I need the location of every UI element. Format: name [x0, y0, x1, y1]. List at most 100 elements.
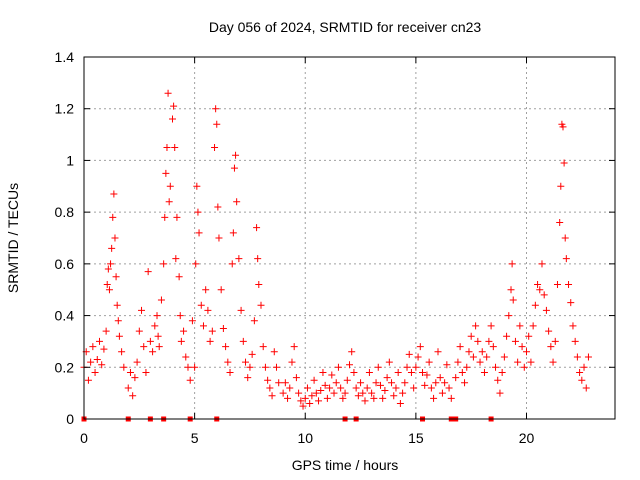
data-point: [212, 105, 220, 113]
data-point: [297, 397, 305, 405]
data-point: [266, 384, 274, 392]
data-point: [131, 374, 139, 382]
data-point: [224, 358, 232, 366]
data-point: [195, 229, 203, 237]
data-point: [531, 301, 539, 309]
data-point: [162, 169, 170, 177]
data-point: [95, 337, 103, 345]
data-point: [104, 265, 112, 273]
data-point: [514, 358, 522, 366]
data-point: [246, 363, 254, 371]
data-point: [489, 343, 497, 351]
data-point: [405, 350, 413, 358]
x-tick-label: 5: [191, 430, 199, 446]
data-point: [211, 144, 219, 151]
data-point: [496, 389, 504, 397]
data-point: [569, 322, 577, 330]
data-point: [165, 198, 173, 206]
data-point: [233, 198, 241, 206]
data-point: [197, 301, 205, 309]
data-point: [315, 397, 323, 405]
data-point: [242, 358, 250, 366]
x-tick-label: 15: [408, 430, 424, 446]
data-point: [105, 286, 113, 294]
data-point: [432, 379, 440, 387]
y-tick-label: 0.6: [55, 256, 75, 272]
data-point: [191, 363, 199, 371]
data-point: [465, 348, 473, 356]
data-point: [383, 374, 391, 382]
data-point: [487, 322, 495, 330]
data-point: [403, 363, 411, 371]
data-point: [248, 350, 256, 358]
data-point: [540, 291, 548, 299]
data-point: [576, 368, 584, 376]
data-point: [525, 332, 533, 340]
data-point: [154, 332, 162, 340]
data-point: [186, 376, 194, 384]
data-point: [202, 286, 210, 294]
data-point: [102, 327, 110, 335]
y-tick-label: 0: [66, 411, 74, 427]
data-point: [445, 384, 453, 392]
data-point: [480, 368, 488, 376]
data-point: [518, 343, 526, 351]
data-point: [98, 361, 106, 369]
y-tick-label: 0.2: [55, 359, 75, 375]
data-point: [312, 389, 320, 397]
data-point: [326, 384, 334, 392]
data-point: [337, 384, 345, 392]
data-point: [354, 392, 362, 400]
data-point: [107, 260, 115, 268]
data-point: [270, 348, 278, 356]
data-point: [571, 337, 579, 345]
data-point: [507, 286, 515, 294]
data-point: [204, 306, 212, 314]
data-point: [169, 115, 176, 123]
data-point: [306, 399, 314, 407]
data-point: [257, 301, 265, 309]
data-point: [330, 389, 338, 397]
x-tick-label: 10: [297, 430, 313, 446]
data-point: [91, 368, 99, 376]
data-point: [410, 384, 418, 392]
data-point: [157, 296, 165, 304]
data-point: [138, 306, 146, 314]
data-point: [193, 182, 201, 190]
data-point: [350, 368, 358, 376]
data-point: [93, 356, 101, 364]
data-point: [559, 123, 567, 131]
data-point: [151, 322, 159, 330]
data-point: [295, 389, 303, 397]
data-point: [390, 392, 398, 400]
data-point: [160, 260, 168, 268]
data-point: [142, 368, 150, 376]
data-point: [239, 337, 247, 345]
data-point: [467, 332, 475, 340]
data-point: [112, 273, 120, 281]
data-point: [213, 120, 221, 128]
data-point: [284, 394, 292, 402]
data-point: [538, 260, 546, 268]
data-point: [508, 260, 516, 268]
data-point: [461, 379, 469, 387]
data-point: [334, 363, 342, 371]
data-point: [229, 229, 237, 237]
data-point: [84, 376, 92, 384]
data-point: [222, 343, 230, 351]
data-point: [542, 306, 550, 314]
data-point: [527, 358, 535, 366]
data-point: [170, 102, 178, 110]
data-point: [171, 144, 179, 151]
y-tick-labels: 0 0.2 0.4 0.6 0.8 1 1.2 1.4: [55, 49, 75, 427]
data-point: [184, 363, 192, 371]
data-point: [255, 281, 263, 289]
data-point: [275, 379, 283, 387]
data-point: [115, 332, 123, 340]
y-tick-label: 1.4: [55, 49, 75, 65]
data-point: [412, 363, 420, 371]
data-point: [215, 234, 223, 242]
data-point: [363, 384, 371, 392]
data-point: [254, 255, 262, 263]
data-point: [87, 358, 95, 366]
